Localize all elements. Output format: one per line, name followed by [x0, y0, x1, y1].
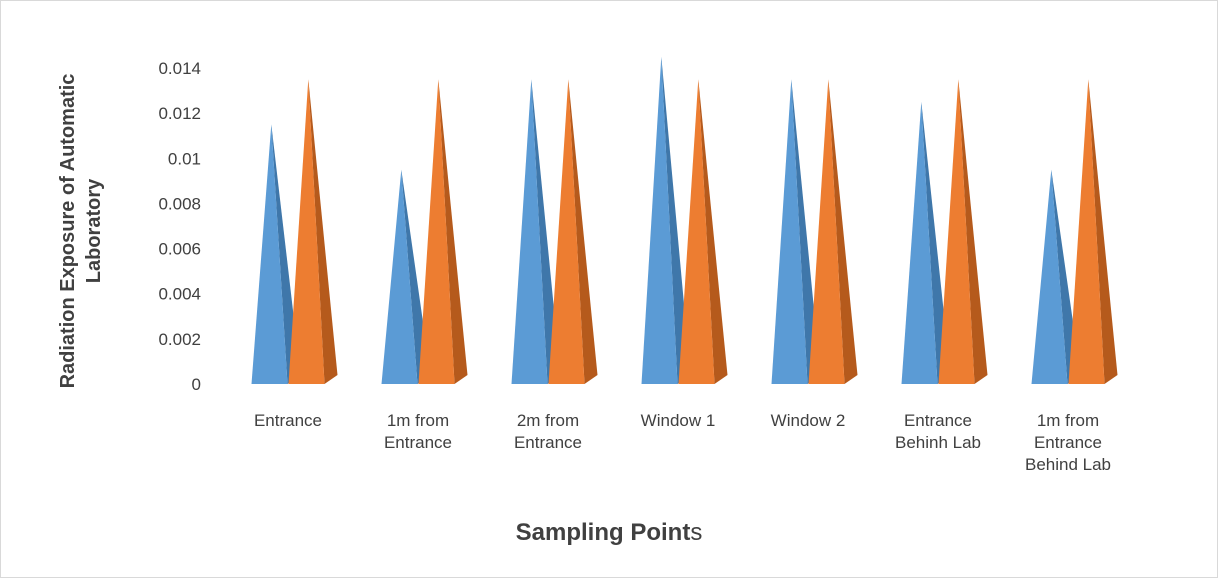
y-tick-label: 0.01 — [168, 149, 201, 168]
bar-side-series1 — [791, 79, 821, 385]
x-tick-label: Window 1 — [641, 411, 716, 430]
bar-series1 — [251, 124, 288, 384]
bar-side-series2 — [958, 79, 988, 385]
x-tick-label: 2m from Entrance — [514, 411, 582, 452]
y-tick-label: 0.006 — [158, 240, 201, 259]
y-tick-label: 0.014 — [158, 59, 201, 78]
x-axis-title-main: Sampling Point — [515, 519, 691, 546]
bar-series2 — [1068, 79, 1105, 385]
y-tick-label: 0.012 — [158, 104, 201, 123]
bar-series1 — [771, 79, 808, 385]
x-tick-label: Entrance — [254, 411, 322, 430]
bar-series1 — [511, 79, 548, 385]
x-tick-label: Entrance Behinh Lab — [895, 411, 981, 452]
x-tick-label: Window 2 — [771, 411, 846, 430]
y-tick-label: 0.002 — [158, 330, 201, 349]
bar-side-series2 — [568, 79, 598, 385]
x-axis-title: Sampling Points — [1, 519, 1217, 547]
x-tick-label: 1m from Entrance — [384, 411, 452, 452]
bar-side-series1 — [531, 79, 561, 385]
x-tick-label: 1m from Entrance Behind Lab — [1025, 411, 1111, 474]
bar-side-series2 — [1088, 79, 1118, 385]
y-tick-label: 0.008 — [158, 194, 201, 213]
bar-side-series2 — [698, 79, 728, 385]
bar-series2 — [288, 79, 325, 385]
bar-side-series2 — [828, 79, 858, 385]
bar-side-series1 — [661, 56, 691, 384]
bar-series1 — [1031, 169, 1068, 384]
bar-series2 — [548, 79, 585, 385]
bar-series2 — [418, 79, 455, 385]
bar-series1 — [381, 169, 418, 384]
bar-series1 — [901, 101, 938, 384]
y-tick-label: 0 — [192, 375, 201, 394]
y-axis-title: Radiation Exposure of Automatic Laborato… — [57, 73, 105, 389]
x-axis-title-suffix: s — [690, 519, 703, 546]
bar-series2 — [808, 79, 845, 385]
bar-series2 — [678, 79, 715, 385]
bar-series1 — [641, 56, 678, 384]
y-tick-label: 0.004 — [158, 285, 201, 304]
bar-side-series2 — [438, 79, 468, 385]
bar-series2 — [938, 79, 975, 385]
bar-side-series2 — [308, 79, 338, 385]
